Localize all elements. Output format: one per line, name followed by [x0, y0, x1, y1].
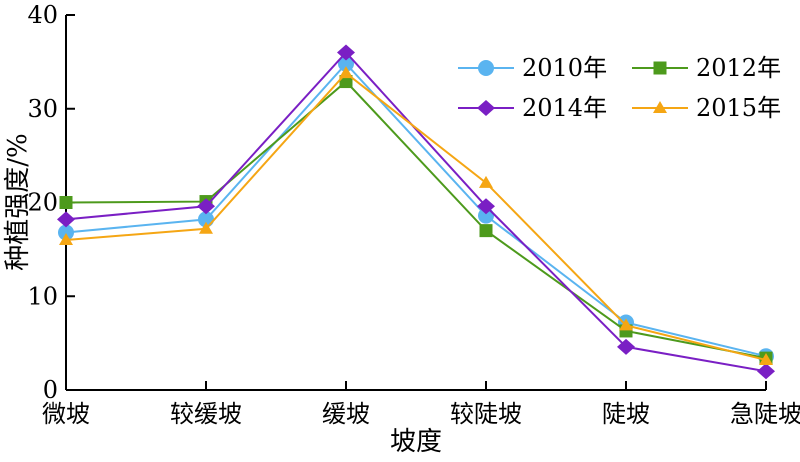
- y-axis-title: 种植强度/%: [3, 133, 33, 270]
- x-tick-label: 较缓坡: [170, 400, 242, 428]
- legend-item: 2010年: [458, 54, 607, 82]
- series-line: [65, 71, 767, 361]
- x-tick-label: 微坡: [42, 400, 90, 428]
- series-3: [59, 66, 773, 365]
- data-point: [339, 66, 353, 79]
- series-layer: [57, 44, 775, 380]
- data-point: [479, 224, 493, 238]
- x-tick-label: 急陡坡: [730, 400, 800, 428]
- data-point: [197, 198, 215, 215]
- data-point: [58, 224, 74, 241]
- legend-marker: [478, 60, 494, 76]
- data-point: [757, 363, 775, 380]
- data-point: [57, 211, 75, 228]
- data-point: [759, 353, 773, 365]
- y-ticks: 0 10 20 30 40: [27, 1, 75, 404]
- series-1: [59, 75, 773, 365]
- series-line: [65, 51, 767, 373]
- x-ticks: 微坡 较缓坡 缓坡 较陡坡 陡坡 急陡坡: [42, 381, 800, 428]
- data-point: [337, 44, 355, 61]
- legend-item: 2015年: [632, 94, 781, 122]
- legend-marker: [653, 101, 667, 113]
- series-line: [65, 62, 767, 358]
- x-tick-label: 较陡坡: [450, 400, 522, 428]
- legend-label: 2015年: [696, 94, 781, 122]
- data-point: [339, 75, 353, 89]
- legend-label: 2012年: [696, 54, 781, 82]
- x-tick-label: 缓坡: [322, 400, 370, 428]
- y-tick-label: 20: [27, 189, 58, 217]
- y-tick-label: 10: [27, 282, 58, 310]
- data-point: [338, 55, 354, 72]
- y-tick-label: 40: [27, 1, 58, 29]
- legend-label: 2010年: [522, 54, 607, 82]
- legend-item: 2012年: [632, 54, 781, 82]
- y-tick-label: 30: [27, 95, 58, 123]
- legend-item: 2014年: [458, 94, 607, 122]
- data-point: [479, 175, 493, 188]
- legend-label: 2014年: [522, 94, 607, 122]
- data-point: [59, 233, 73, 245]
- legend-marker: [653, 61, 667, 75]
- data-point: [199, 221, 213, 234]
- legend-marker: [477, 100, 495, 116]
- data-point: [59, 196, 73, 209]
- y-tick-label: 0: [43, 376, 58, 404]
- series-line: [65, 80, 767, 360]
- data-point: [617, 338, 635, 355]
- series-2: [57, 44, 775, 380]
- legend: 2010年 2012年 2014年 2015年: [458, 54, 781, 122]
- x-tick-label: 陡坡: [602, 400, 650, 428]
- data-point: [619, 318, 633, 331]
- x-axis-title: 坡度: [390, 427, 442, 457]
- data-point: [477, 198, 495, 215]
